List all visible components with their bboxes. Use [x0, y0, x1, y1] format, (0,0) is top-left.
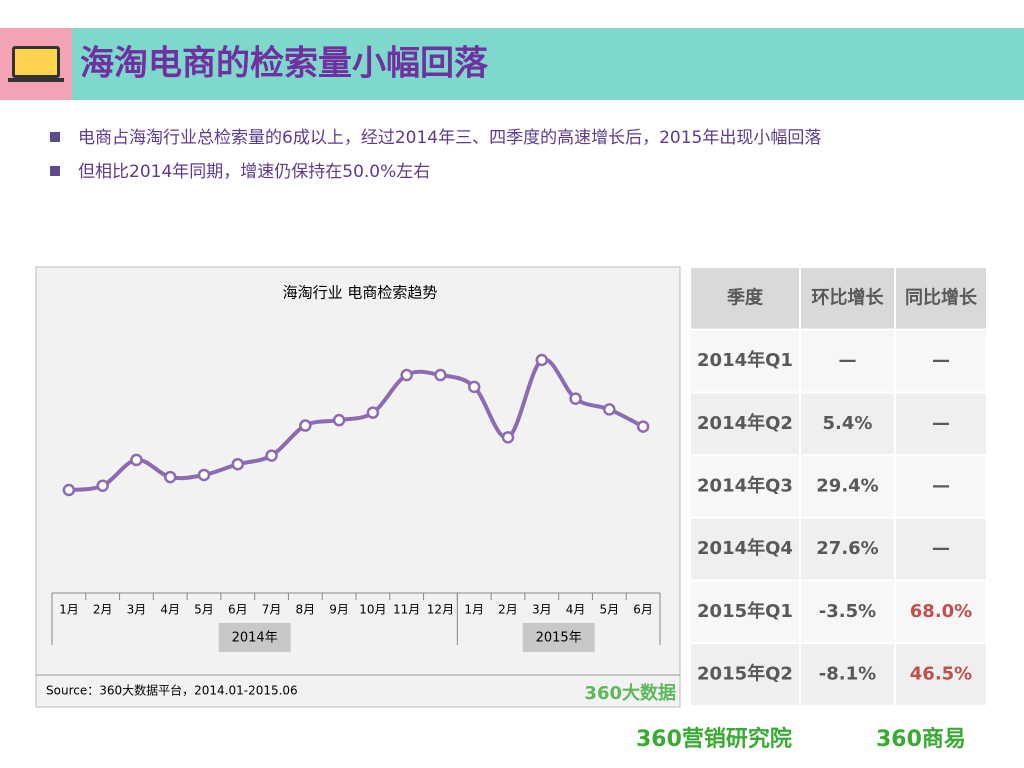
watermark: 360大数据: [584, 682, 676, 704]
table-text: 5.4%: [823, 413, 873, 434]
data-point: [332, 413, 346, 427]
bullet-text: 但相比2014年同期，增速仍保持在50.0%左右: [78, 162, 430, 182]
table-text: 季度: [727, 286, 764, 308]
table-cell: [894, 579, 988, 645]
x-tick-label: 6月: [633, 603, 653, 617]
footer-logo: 360商易: [876, 726, 966, 752]
chart-title: 海淘行业 电商检索趋势: [283, 284, 438, 302]
page-title: 海淘电商的检索量小幅回落: [80, 44, 489, 84]
table-cell: [799, 579, 896, 645]
table-text: —: [932, 475, 950, 496]
table-cell: [799, 642, 896, 707]
table-text: —: [839, 350, 857, 371]
x-tick-label: 4月: [160, 603, 180, 617]
x-tick-label: 9月: [329, 603, 349, 617]
laptop-base: [8, 78, 64, 82]
bullet-marker: [50, 132, 60, 142]
data-point: [636, 420, 650, 433]
x-tick-label: 1月: [59, 603, 79, 617]
table-text: 27.6%: [816, 538, 878, 559]
data-point: [501, 431, 515, 444]
x-tick-label: 5月: [194, 603, 214, 617]
table-cell: [799, 328, 896, 394]
table-cell: [689, 516, 801, 582]
x-tick-label: 2月: [498, 603, 518, 617]
data-point: [366, 406, 380, 419]
group-label-bg: [522, 623, 595, 652]
table-text: —: [932, 538, 950, 559]
laptop-screen: [15, 49, 57, 75]
table-text: 2015年Q1: [697, 600, 793, 622]
table-cell: [799, 266, 896, 331]
table-text: 68.0%: [910, 601, 972, 622]
x-tick-label: 1月: [464, 603, 484, 617]
data-point: [62, 483, 76, 497]
data-point: [163, 470, 177, 484]
table-text: 2014年Q4: [697, 537, 793, 559]
data-point: [400, 368, 413, 382]
table-cell: [689, 266, 801, 331]
data-point: [603, 403, 616, 416]
table-cell: [689, 642, 801, 707]
x-tick-label: 12月: [427, 603, 454, 617]
x-tick-label: 3月: [532, 603, 552, 617]
data-point: [130, 453, 143, 467]
data-point: [569, 392, 582, 405]
table-cell: [894, 642, 988, 707]
table-cell: [894, 266, 988, 331]
x-tick-label: 8月: [296, 603, 316, 617]
table-text: 29.4%: [816, 475, 878, 496]
data-point: [299, 419, 312, 432]
bullet-text: 电商占海淘行业总检索量的6成以上，经过2014年三、四季度的高速增长后，2015…: [78, 128, 821, 148]
group-label: 2014年: [232, 631, 278, 646]
x-tick-label: 4月: [566, 603, 586, 617]
x-tick-label: 5月: [600, 603, 620, 617]
table-text: 环比增长: [812, 286, 885, 308]
group-label-bg: [218, 623, 291, 652]
table-text: —: [932, 413, 950, 434]
data-point: [231, 457, 245, 471]
data-point: [96, 479, 109, 492]
footer-logo: 360营销研究院: [636, 726, 792, 752]
table-cell: [894, 516, 988, 582]
table-text: -3.5%: [819, 601, 876, 622]
table-text: 同比增长: [905, 286, 978, 308]
table-text: 46.5%: [910, 664, 972, 685]
x-tick-label: 10月: [359, 603, 386, 617]
source-note: Source：360大数据平台，2014.01-2015.06: [46, 683, 298, 698]
table-cell: [689, 454, 801, 519]
x-tick-label: 6月: [228, 603, 248, 617]
table-cell: [689, 579, 801, 645]
table-text: 2014年Q3: [697, 474, 793, 496]
x-tick-label: 3月: [127, 603, 147, 617]
table-cell: [799, 454, 896, 519]
table-cell: [894, 391, 988, 457]
group-label: 2015年: [536, 631, 582, 646]
table-text: —: [932, 350, 950, 371]
header-bar: [0, 28, 1024, 100]
table-text: 2015年Q2: [697, 663, 793, 685]
table-text: -8.1%: [819, 664, 876, 685]
data-point: [535, 353, 549, 367]
data-point: [265, 449, 278, 462]
data-point: [467, 380, 481, 394]
table-cell: [894, 328, 988, 394]
x-tick-label: 7月: [262, 603, 282, 617]
data-point: [197, 468, 211, 482]
x-tick-label: 2月: [93, 603, 113, 617]
data-point: [434, 368, 447, 382]
bullet-marker: [50, 166, 60, 176]
table-text: 2014年Q2: [697, 412, 793, 434]
table-text: 2014年Q1: [697, 349, 793, 371]
x-tick-label: 11月: [393, 603, 420, 617]
